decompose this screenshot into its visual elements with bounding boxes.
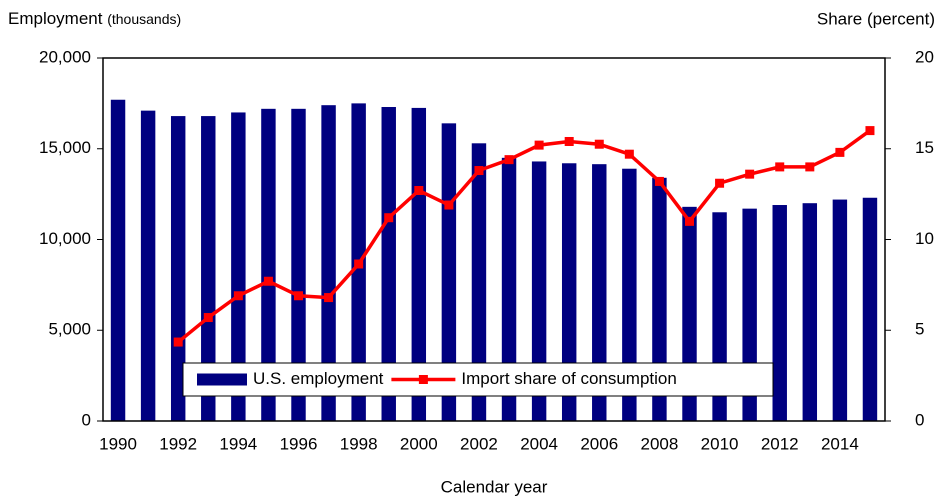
y2-tick-label: 15 (915, 138, 934, 157)
point (865, 126, 875, 136)
point (354, 259, 364, 269)
bar (652, 177, 667, 421)
y-tick-label: 15,000 (39, 138, 91, 157)
bar (441, 123, 457, 421)
x-tick-label: 2000 (400, 434, 438, 453)
x-tick-label: 2012 (761, 434, 799, 453)
x-tick-label: 1990 (99, 434, 137, 453)
bar (381, 107, 396, 421)
point (594, 139, 604, 149)
point (745, 169, 755, 179)
bar (832, 199, 848, 421)
point (685, 216, 694, 226)
x-tick-label: 2006 (580, 434, 618, 453)
y-axis-title: Employment (thousands) (8, 9, 181, 28)
point (654, 176, 664, 186)
y2-tick-label: 20 (915, 47, 934, 66)
legend-label: Import share of consumption (461, 369, 676, 388)
bar (201, 116, 216, 421)
point (294, 291, 303, 301)
y-tick-label: 10,000 (39, 229, 91, 248)
y-tick-label: 20,000 (39, 47, 91, 66)
y-tick-label: 5,000 (48, 320, 91, 339)
point (624, 149, 634, 159)
bar (622, 168, 637, 421)
plot-frame (102, 57, 886, 422)
x-tick-label: 1992 (159, 434, 197, 453)
legend-swatch-marker (418, 375, 428, 384)
bar (501, 157, 517, 421)
y2-tick-label: 10 (915, 229, 934, 248)
legend-swatch (197, 373, 247, 386)
bar (772, 205, 787, 421)
y-axis-label: Employment (8, 9, 103, 28)
y-tick-label: 0 (82, 410, 91, 429)
point (474, 166, 484, 176)
bar (140, 110, 156, 421)
point (775, 162, 785, 172)
y2-tick-label: 5 (915, 320, 924, 339)
bar (261, 108, 276, 421)
y2-axis-title: Share (percent) (817, 9, 935, 28)
bar (531, 161, 547, 421)
bar (561, 163, 577, 421)
point (504, 155, 514, 165)
point (444, 200, 454, 210)
x-tick-label: 2010 (701, 434, 739, 453)
legend-label: U.S. employment (253, 369, 384, 388)
point (173, 337, 183, 347)
point (203, 313, 213, 323)
point (414, 185, 424, 195)
bar (321, 105, 336, 421)
point (263, 276, 273, 286)
legend-box (182, 362, 774, 397)
point (384, 213, 394, 223)
point (835, 147, 845, 157)
bar (231, 112, 246, 421)
bar (471, 143, 487, 421)
bar (592, 164, 607, 422)
bar (802, 203, 818, 421)
y-axis-unit: (thousands) (107, 11, 181, 27)
bar (291, 108, 306, 421)
bar (862, 197, 878, 421)
x-tick-label: 1998 (340, 434, 378, 453)
x-tick-label: 1994 (219, 434, 257, 453)
x-tick-label: 2008 (641, 434, 679, 453)
x-tick-label: 2002 (460, 434, 498, 453)
point (534, 140, 544, 150)
point (564, 136, 574, 146)
point (324, 293, 334, 303)
x-axis-title: Calendar year (441, 477, 548, 496)
line (177, 129, 871, 344)
x-tick-label: 2014 (821, 434, 859, 453)
bar (110, 99, 126, 422)
point (233, 291, 243, 301)
point (805, 162, 815, 172)
point (715, 178, 725, 188)
x-tick-label: 2004 (520, 434, 558, 453)
x-tick-label: 1996 (280, 434, 318, 453)
y2-tick-label: 0 (915, 410, 924, 429)
